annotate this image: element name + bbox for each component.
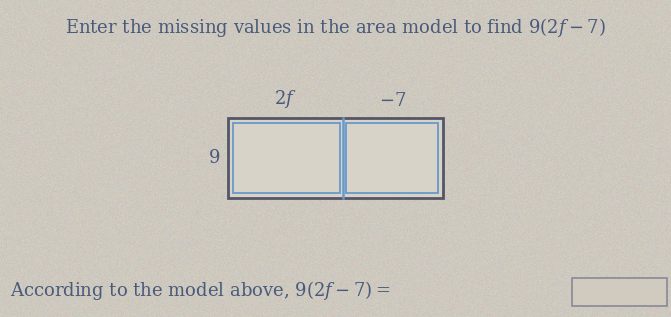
Bar <box>572 278 667 306</box>
Text: According to the model above, $9(2f - 7) =$: According to the model above, $9(2f - 7)… <box>10 279 391 301</box>
Text: $9$: $9$ <box>208 149 220 167</box>
Text: $-7$: $-7$ <box>379 92 407 110</box>
Bar <box>233 123 340 193</box>
Bar <box>346 123 438 193</box>
Bar <box>228 118 443 198</box>
Text: Enter the missing values in the area model to find $9(2f - 7)$: Enter the missing values in the area mod… <box>64 16 605 39</box>
Text: $2f$: $2f$ <box>274 88 297 110</box>
